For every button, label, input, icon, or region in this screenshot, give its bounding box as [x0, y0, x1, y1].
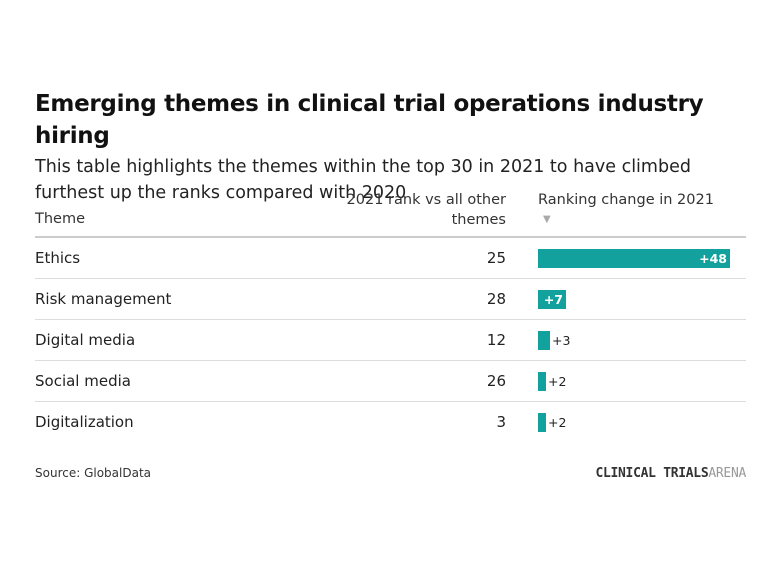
ranking-table: Theme 2021 rank vs all other themes Rank…	[35, 190, 746, 443]
brand-logo-bold: CLINICAL TRIALS	[595, 466, 709, 481]
brand-logo: CLINICAL TRIALSARENA	[595, 466, 746, 481]
change-cell: +48	[538, 238, 746, 279]
rank-cell: 26	[486, 372, 506, 390]
chart-container: Emerging themes in clinical trial operat…	[35, 88, 746, 432]
change-label: +3	[552, 333, 571, 348]
column-header-rank-line1: 2021 rank vs all other	[346, 192, 506, 208]
table-row: Ethics 25 +48	[35, 238, 746, 279]
change-bar	[538, 249, 730, 268]
table-row: Digital media 12 +3	[35, 320, 746, 361]
source-note: Source: GlobalData	[35, 466, 152, 480]
column-header-rank-line2: themes	[451, 212, 506, 228]
chart-title: Emerging themes in clinical trial operat…	[35, 91, 704, 149]
theme-cell: Digitalization	[35, 413, 134, 431]
theme-cell: Digital media	[35, 331, 136, 349]
change-bar	[538, 290, 566, 309]
column-header-change[interactable]: Ranking change in 2021	[538, 192, 714, 208]
rank-cell: 25	[486, 249, 506, 267]
change-bar	[538, 331, 550, 350]
change-cell: +2	[538, 402, 746, 443]
theme-cell: Risk management	[35, 290, 172, 308]
chart-subtitle: This table highlights the themes within …	[35, 157, 691, 203]
change-cell: +2	[538, 361, 746, 402]
change-label: +2	[548, 415, 567, 430]
change-bar	[538, 413, 546, 432]
rank-cell: 12	[486, 331, 506, 349]
change-cell: +3	[538, 320, 746, 361]
rank-cell: 28	[486, 290, 506, 308]
table-row: Risk management 28 +7	[35, 279, 746, 320]
brand-logo-light: ARENA	[708, 466, 746, 481]
theme-cell: Social media	[35, 372, 131, 390]
theme-cell: Ethics	[35, 249, 81, 267]
table-header: Theme 2021 rank vs all other themes Rank…	[35, 190, 746, 238]
change-label: +2	[548, 374, 567, 389]
table-row: Social media 26 +2	[35, 361, 746, 402]
sort-descending-icon[interactable]: ▼	[543, 214, 551, 225]
column-header-rank[interactable]: 2021 rank vs all other themes	[306, 190, 506, 230]
table-row: Digitalization 3 +2	[35, 402, 746, 443]
change-bar	[538, 372, 546, 391]
column-header-theme[interactable]: Theme	[35, 211, 86, 227]
table-body: Ethics 25 +48 Risk management 28 +7 Digital me…	[35, 238, 746, 443]
change-label: +48	[699, 251, 727, 266]
rank-cell: 3	[496, 413, 506, 431]
change-cell: +7	[538, 279, 746, 320]
change-label: +7	[543, 292, 563, 307]
